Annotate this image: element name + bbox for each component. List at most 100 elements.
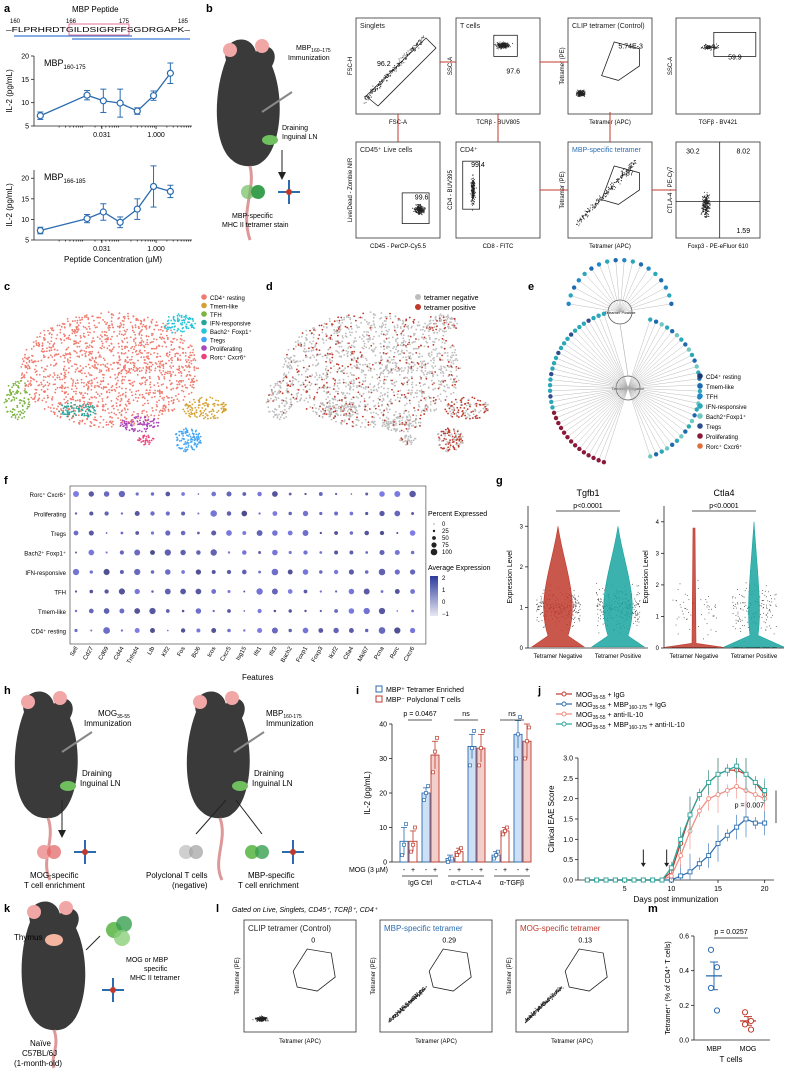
event-dot (496, 46, 498, 47)
cell-point (168, 353, 171, 356)
event-dot (581, 93, 583, 95)
cell-point (175, 433, 178, 435)
cell-point (150, 414, 153, 417)
cell-point (453, 378, 455, 381)
cell-point (313, 396, 316, 398)
event-dot (715, 47, 717, 49)
cell-point (453, 386, 456, 388)
cell-point (283, 358, 286, 360)
event-dot (421, 209, 423, 211)
cell-point (429, 410, 432, 412)
cell-point (13, 413, 16, 416)
cell-point (187, 378, 190, 381)
event-dot (707, 48, 709, 50)
cell-point (193, 327, 196, 330)
plot-frame (455, 141, 541, 239)
cell-point (183, 410, 186, 413)
event-dot (700, 213, 702, 215)
cell-point (171, 409, 173, 411)
event-dot (701, 207, 703, 209)
event-dot (415, 45, 417, 46)
cell-point (138, 382, 141, 385)
cell-point (300, 373, 303, 376)
cell-point (362, 347, 365, 350)
event-dot (420, 40, 422, 42)
cell-point (189, 384, 192, 387)
cell-point (104, 334, 107, 337)
cell-point (106, 408, 109, 410)
cell-point (115, 383, 118, 386)
cell-point (66, 399, 69, 402)
cell-point (70, 388, 73, 391)
cell-point (338, 355, 341, 358)
cell-point (325, 371, 328, 374)
cell-point (184, 443, 186, 445)
event-dot (410, 48, 412, 50)
cell-point (342, 349, 345, 352)
event-dot (596, 202, 598, 204)
event-dot (595, 205, 597, 206)
cell-point (117, 351, 120, 354)
event-dot (580, 95, 582, 97)
cell-point (79, 350, 82, 353)
cell-point (352, 425, 354, 428)
event-dot (473, 184, 475, 186)
cell-point (155, 363, 158, 365)
event-dot (608, 191, 610, 193)
cell-point (444, 351, 446, 354)
cell-point (432, 373, 435, 376)
cell-point (121, 348, 124, 351)
cell-point (309, 384, 312, 387)
cell-point (124, 375, 127, 378)
cell-point (140, 322, 143, 325)
cell-point (140, 383, 142, 386)
cell-point (360, 369, 363, 371)
cell-point (182, 379, 185, 382)
cell-point (203, 404, 206, 407)
event-dot (617, 179, 619, 181)
cell-point (446, 354, 449, 357)
cell-point (131, 385, 134, 387)
cell-point (420, 411, 423, 413)
event-dot (400, 64, 402, 66)
event-dot (472, 198, 473, 200)
cell-point (155, 409, 158, 411)
event-dot (581, 91, 583, 93)
cell-point (115, 382, 118, 385)
cell-point (433, 359, 436, 362)
cell-point (187, 435, 190, 437)
cell-point (63, 377, 66, 380)
data-point (166, 187, 174, 196)
event-dot (371, 91, 372, 93)
cell-point (76, 355, 79, 358)
event-dot (418, 211, 420, 213)
event-dot (703, 191, 705, 193)
event-dot (578, 225, 580, 227)
event-dot (579, 95, 581, 97)
cell-point (136, 412, 139, 415)
cell-point (146, 389, 148, 392)
cell-point (76, 405, 78, 408)
event-dot (371, 96, 372, 98)
cell-point (124, 330, 127, 333)
cell-point (150, 347, 153, 350)
event-dot (711, 48, 712, 50)
cell-point (98, 385, 101, 388)
cell-point (68, 334, 71, 337)
cell-point (172, 338, 175, 340)
cell-point (141, 412, 143, 415)
cell-point (83, 422, 86, 425)
cell-point (361, 334, 364, 337)
cell-point (121, 387, 123, 390)
event-dot (606, 190, 608, 192)
cell-point (424, 407, 427, 410)
cell-point (185, 412, 187, 415)
cell-point (79, 321, 82, 324)
event-dot (473, 181, 475, 183)
cell-point (74, 385, 77, 387)
event-dot (704, 47, 706, 49)
cell-point (71, 382, 74, 385)
cell-point (134, 350, 137, 353)
cell-point (89, 420, 92, 423)
cell-point (90, 359, 92, 362)
